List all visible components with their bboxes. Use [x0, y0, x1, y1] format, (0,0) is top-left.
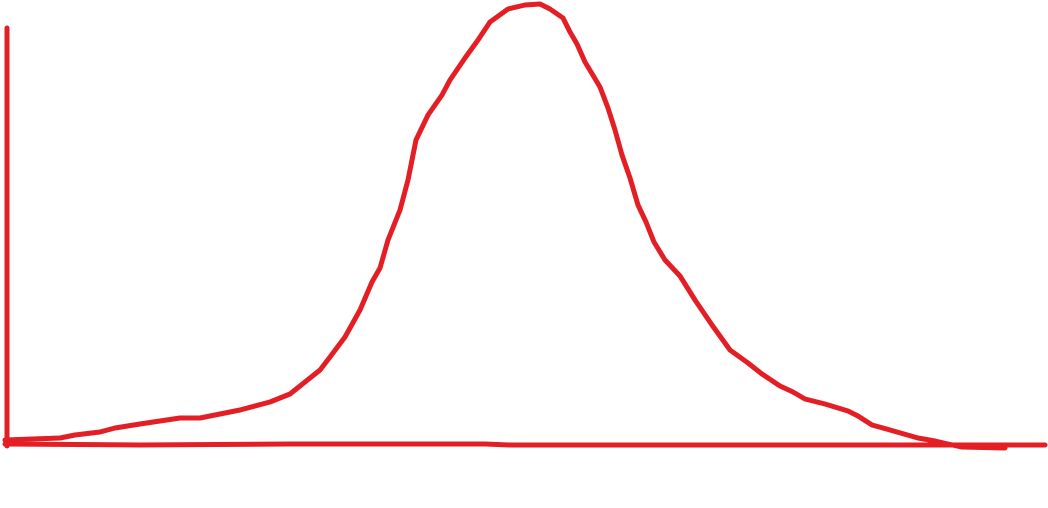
bell-curve — [2, 1, 1008, 451]
x-axis — [2, 441, 1048, 448]
